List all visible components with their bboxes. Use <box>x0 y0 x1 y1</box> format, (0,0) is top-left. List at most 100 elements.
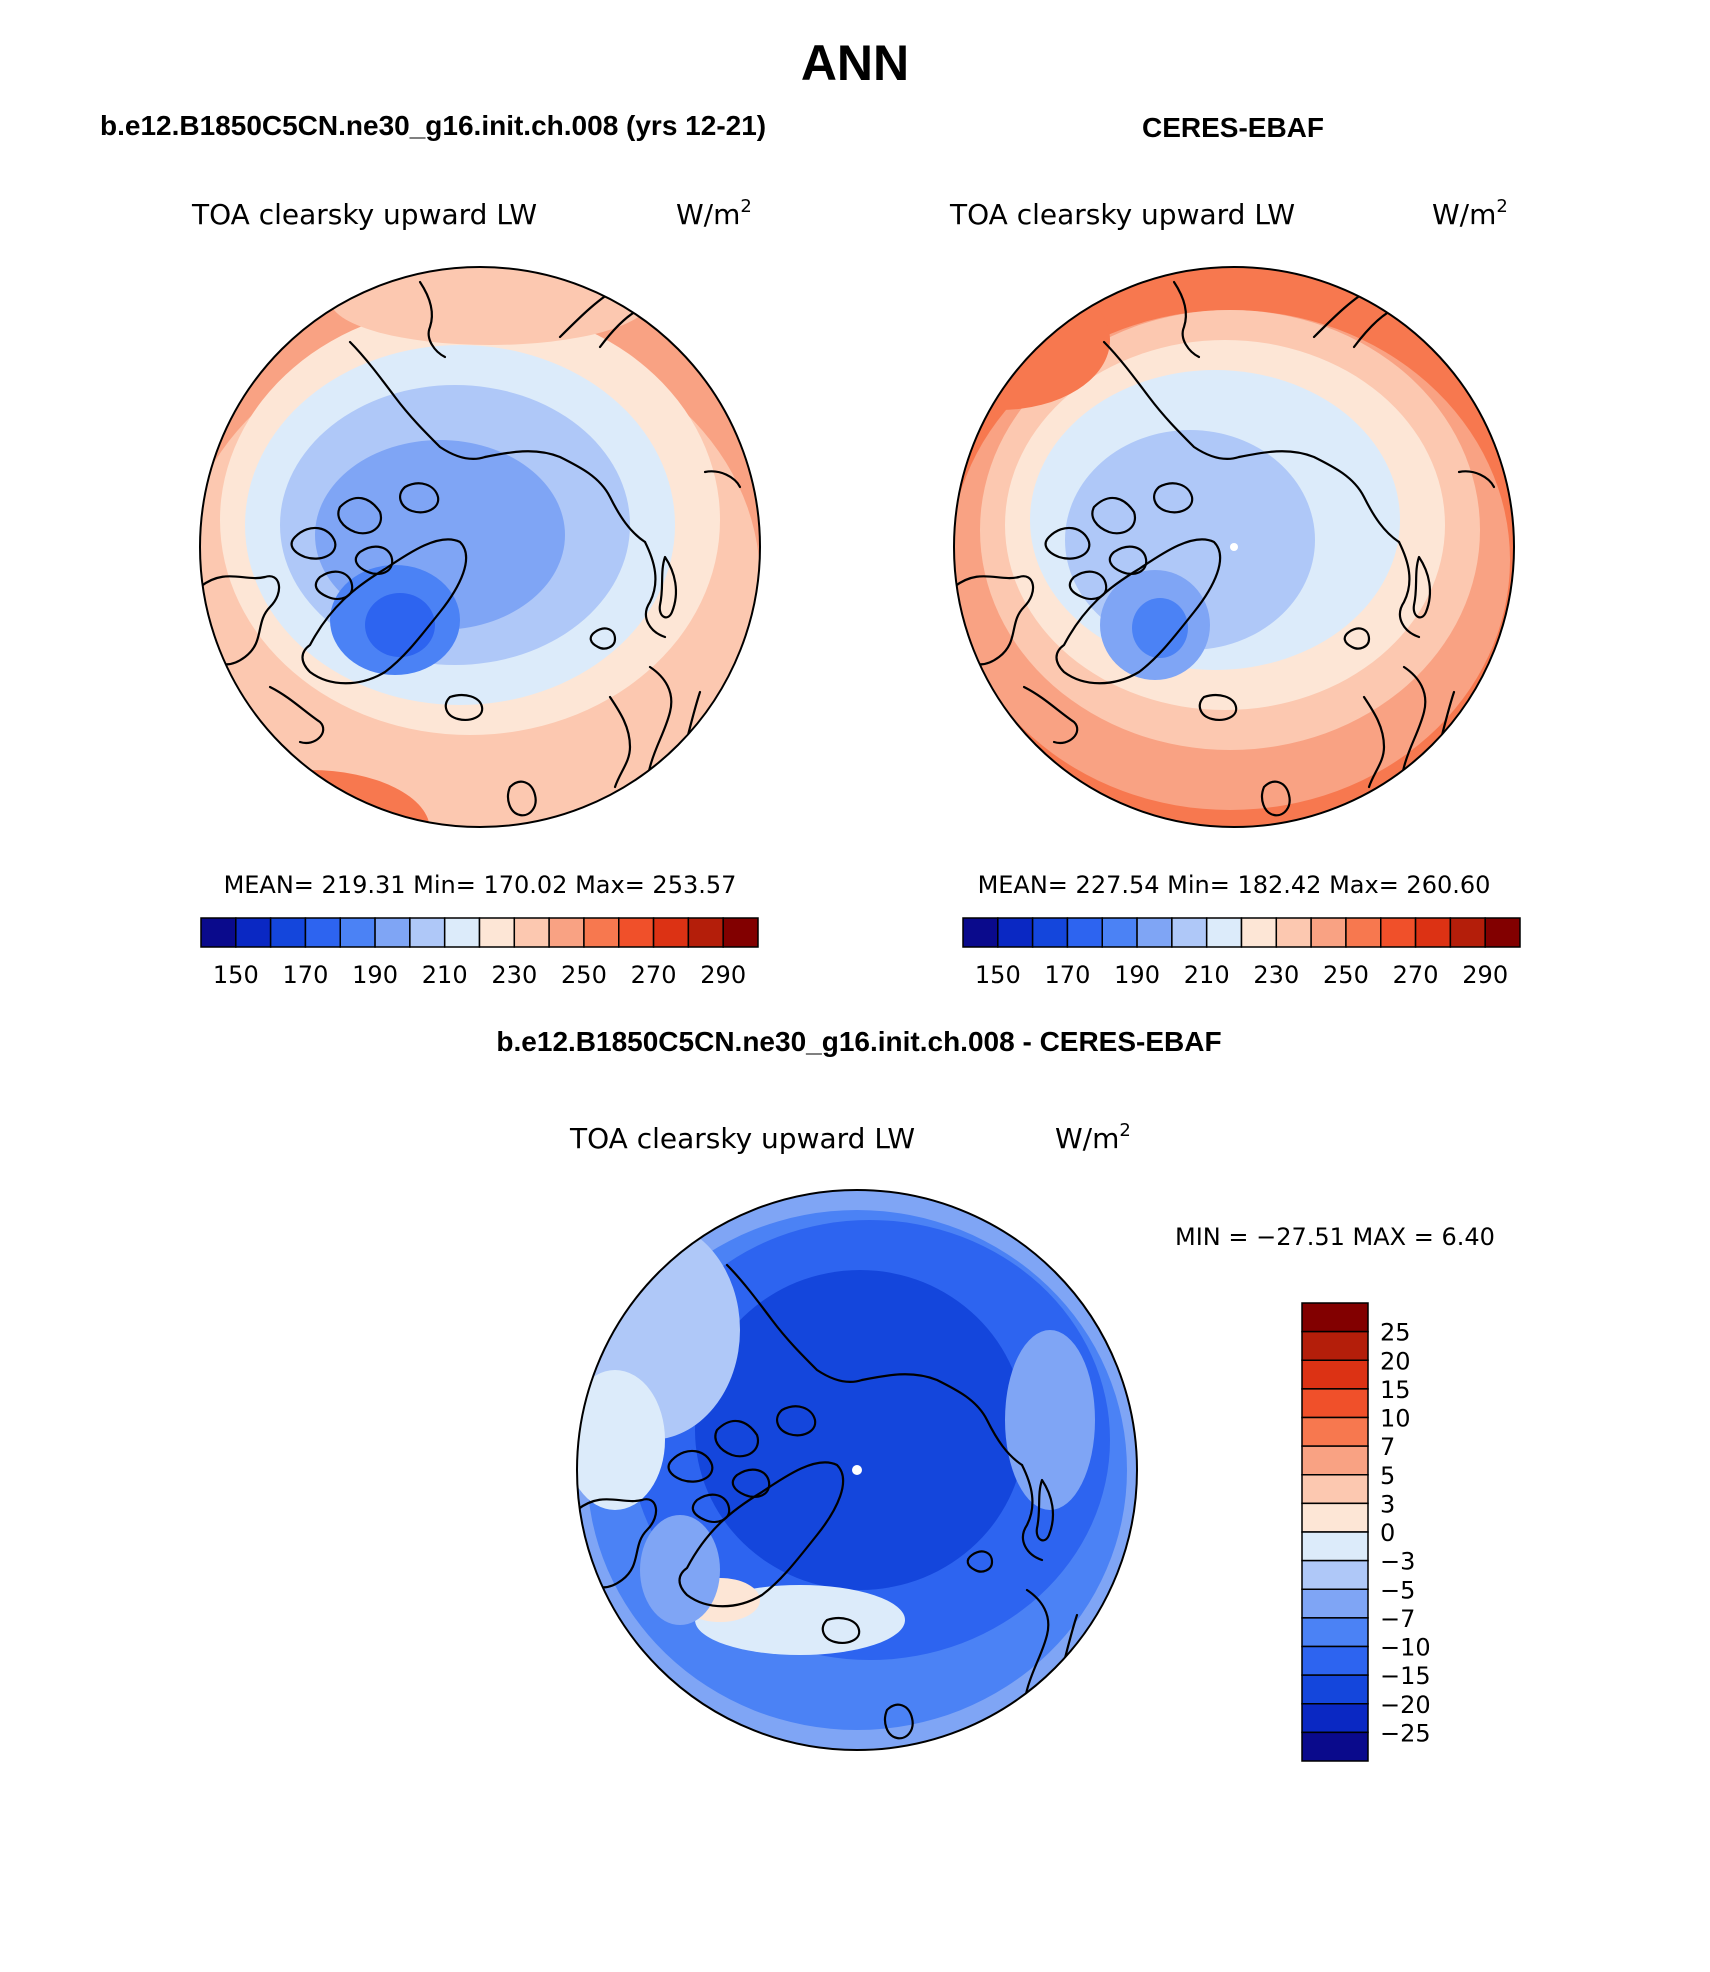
diff-colorbar-box <box>1301 1588 1369 1619</box>
model-colorbar-box <box>409 917 446 948</box>
diff-map-border <box>576 1189 1138 1751</box>
diff-colorbar-tick-label: −10 <box>1380 1634 1431 1662</box>
obs-colorbar-box <box>1310 917 1347 948</box>
model-colorbar-tick-label: 210 <box>422 961 468 989</box>
model-colorbar-box <box>235 917 272 948</box>
model-colorbar-box <box>618 917 655 948</box>
model-case-title: b.e12.B1850C5CN.ne30_g16.init.ch.008 (yr… <box>100 110 766 141</box>
obs-colorbar-box <box>1031 917 1069 948</box>
model-colorbar-tick-label: 250 <box>561 961 607 989</box>
page-title: ANN <box>801 35 909 91</box>
model-colorbar-box <box>374 917 411 948</box>
obs-colorbar-tick-label: 270 <box>1393 961 1439 989</box>
obs-colorbar-box <box>1171 917 1208 948</box>
model-colorbar-tick-label: 290 <box>700 961 746 989</box>
diff-units-label: W/m2 <box>1055 1120 1131 1155</box>
diff-colorbar-tick-label: −15 <box>1380 1662 1431 1690</box>
obs-colorbar-box <box>1136 917 1173 948</box>
model-colorbar-tick-label: 270 <box>631 961 677 989</box>
diff-colorbar-tick-label: −25 <box>1380 1719 1431 1747</box>
diff-colorbar-tick-label: −5 <box>1380 1576 1415 1604</box>
obs-colorbar-tick-label: 170 <box>1045 961 1091 989</box>
model-colorbar-box <box>687 917 724 948</box>
obs-colorbar-tick-label: 210 <box>1184 961 1230 989</box>
obs-case-title: CERES-EBAF <box>1142 112 1324 143</box>
model-units-label: W/m2 <box>676 196 752 231</box>
diff-colorbar-box <box>1301 1731 1369 1762</box>
model-stats: MEAN= 219.31 Min= 170.02 Max= 253.57 <box>224 871 737 899</box>
obs-colorbar-box <box>1484 917 1521 948</box>
obs-colorbar-box <box>1101 917 1138 948</box>
obs-colorbar-box <box>997 917 1034 948</box>
diff-colorbar-tick-label: −7 <box>1380 1605 1415 1633</box>
model-colorbar-box <box>339 917 376 948</box>
model-colorbar: 150 170 190 210 230 250 270 290 <box>200 917 759 989</box>
obs-units-sup: 2 <box>1496 196 1507 217</box>
obs-colorbar-tick-label: 190 <box>1114 961 1160 989</box>
obs-panel: TOA clearsky upward LW W/m2 MEAN= 227.54… <box>949 196 1521 989</box>
model-panel: TOA clearsky upward LW W/m2 MEAN= 219.31… <box>191 196 761 989</box>
obs-colorbar-tick-label: 250 <box>1323 961 1369 989</box>
model-colorbar-tick-label: 170 <box>283 961 329 989</box>
diff-stats: MIN = −27.51 MAX = 6.40 <box>1175 1223 1495 1251</box>
diff-colorbar-box <box>1301 1531 1369 1562</box>
diff-colorbar-box <box>1301 1388 1369 1419</box>
obs-map-border <box>953 266 1515 828</box>
obs-units-label: W/m2 <box>1432 196 1508 231</box>
obs-polar-map <box>954 267 1514 827</box>
diff-colorbar-box <box>1301 1445 1369 1476</box>
diff-units-sup: 2 <box>1119 1120 1130 1141</box>
model-colorbar-box <box>722 917 759 948</box>
model-colorbar-tick-label: 190 <box>352 961 398 989</box>
model-units-sup: 2 <box>740 196 751 217</box>
model-polar-map <box>200 267 760 827</box>
diff-colorbar-tick-label: 5 <box>1380 1462 1395 1490</box>
diff-colorbar-box <box>1301 1703 1369 1734</box>
obs-stats: MEAN= 227.54 Min= 182.42 Max= 260.60 <box>978 871 1491 899</box>
model-map-border <box>199 266 761 828</box>
model-colorbar-tick-label: 150 <box>213 961 259 989</box>
diff-colorbar-tick-label: −20 <box>1380 1691 1431 1719</box>
diff-colorbar-box <box>1301 1502 1369 1533</box>
diff-colorbar-tick-label: −3 <box>1380 1548 1415 1576</box>
obs-colorbar-box <box>1240 917 1278 948</box>
diff-colorbar-tick-label: 7 <box>1380 1433 1395 1461</box>
diff-colorbar-box <box>1301 1674 1369 1705</box>
diff-colorbar-box <box>1301 1474 1369 1505</box>
diff-panel: b.e12.B1850C5CN.ne30_g16.init.ch.008 - C… <box>496 1026 1495 1762</box>
obs-colorbar-box <box>1449 917 1486 948</box>
model-colorbar-box <box>548 917 585 948</box>
obs-units-text: W/m <box>1432 198 1496 231</box>
diff-polar-map <box>577 1190 1137 1750</box>
obs-colorbar-box <box>1205 917 1243 948</box>
diff-colorbar-tick-label: 0 <box>1380 1519 1395 1547</box>
obs-colorbar-box <box>1345 917 1382 948</box>
diff-colorbar-tick-label: 25 <box>1380 1319 1411 1347</box>
obs-colorbar: 150 170 190 210 230 250 270 290 <box>962 917 1521 989</box>
model-colorbar-box <box>652 917 690 948</box>
obs-colorbar-tick-label: 290 <box>1462 961 1508 989</box>
diff-colorbar-box <box>1301 1330 1369 1361</box>
diff-variable-label: TOA clearsky upward LW <box>569 1122 915 1155</box>
obs-colorbar-box <box>962 917 999 948</box>
model-units-text: W/m <box>676 198 740 231</box>
obs-colorbar-tick-label: 230 <box>1253 961 1299 989</box>
diff-colorbar-box <box>1301 1645 1369 1676</box>
model-colorbar-box <box>513 917 550 948</box>
diff-colorbar-box <box>1301 1416 1369 1447</box>
diff-colorbar-tick-label: 10 <box>1380 1405 1411 1433</box>
diff-colorbar-tick-label: 15 <box>1380 1376 1411 1404</box>
obs-colorbar-box <box>1275 917 1312 948</box>
obs-variable-label: TOA clearsky upward LW <box>949 198 1295 231</box>
diff-units-text: W/m <box>1055 1122 1119 1155</box>
obs-colorbar-box <box>1414 917 1452 948</box>
diff-colorbar-tick-label: 3 <box>1380 1490 1395 1518</box>
obs-colorbar-box <box>1380 917 1417 948</box>
obs-colorbar-box <box>1066 917 1103 948</box>
model-colorbar-box <box>304 917 341 948</box>
diff-colorbar-box <box>1301 1359 1369 1390</box>
model-colorbar-box <box>200 917 237 948</box>
diff-colorbar-box <box>1301 1559 1369 1590</box>
